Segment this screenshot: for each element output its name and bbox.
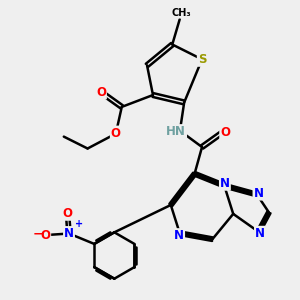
Text: S: S <box>198 53 206 66</box>
Text: N: N <box>220 177 230 190</box>
Text: HN: HN <box>166 125 186 138</box>
Text: O: O <box>40 229 50 242</box>
Text: O: O <box>111 127 121 140</box>
Text: −: − <box>32 227 44 240</box>
Text: N: N <box>64 227 74 240</box>
Text: CH₃: CH₃ <box>171 8 191 18</box>
Text: +: + <box>75 219 83 229</box>
Text: N: N <box>174 229 184 242</box>
Text: N: N <box>254 187 263 200</box>
Text: N: N <box>255 227 265 240</box>
Text: O: O <box>220 126 230 139</box>
Text: O: O <box>96 85 106 98</box>
Text: O: O <box>62 207 73 220</box>
